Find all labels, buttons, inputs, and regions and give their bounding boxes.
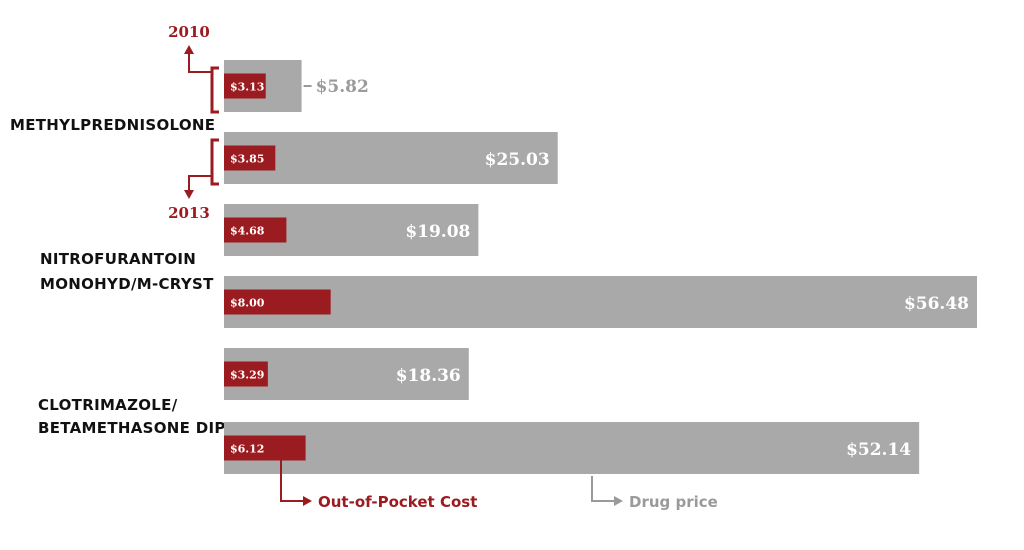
out-of-pocket-label: $3.29: [230, 369, 264, 382]
legend-drug-price: Drug price: [629, 493, 718, 511]
out-of-pocket-bar: [224, 361, 268, 387]
out-of-pocket-bar: [224, 73, 266, 99]
legend-price-connector: [591, 476, 615, 502]
year-label-2013: 2013: [168, 204, 210, 222]
bracket-2013: [210, 138, 219, 186]
legend-out-of-pocket: Out-of-Pocket Cost: [318, 493, 477, 511]
out-of-pocket-bar: [224, 435, 306, 461]
drug-label: NITROFURANTOIN: [40, 250, 196, 268]
drug-price-label: $18.36: [396, 366, 461, 386]
arrow-line-2010: [188, 52, 212, 73]
drug-price-bar: [224, 422, 920, 474]
out-of-pocket-label: $8.00: [230, 297, 265, 310]
arrow-down-icon: [184, 190, 194, 199]
out-of-pocket-label: $6.12: [230, 443, 264, 456]
drug-price-label: $25.03: [485, 150, 550, 170]
out-of-pocket-label: $3.13: [230, 81, 264, 94]
drug-price-label: $56.48: [904, 294, 969, 314]
drug-price-label: $5.82: [316, 77, 369, 97]
out-of-pocket-bar: [224, 289, 331, 315]
arrow-right-icon: [303, 496, 312, 506]
bracket-2010: [210, 66, 219, 114]
drug-price-label: $52.14: [846, 440, 911, 460]
out-of-pocket-label: $4.68: [230, 225, 265, 238]
arrow-up-icon: [184, 45, 194, 54]
drug-label: CLOTRIMAZOLE/: [38, 396, 178, 414]
drug-price-label: $19.08: [405, 222, 470, 242]
arrow-right-icon: [614, 496, 623, 506]
drug-label: METHYLPREDNISOLONE: [10, 116, 215, 134]
drug-price-bar: [224, 132, 558, 184]
drug-label: MONOHYD/M-CRYST: [40, 275, 214, 293]
out-of-pocket-bar: [224, 145, 276, 171]
legend-oop-connector: [280, 460, 304, 502]
arrow-line-2013: [188, 175, 212, 192]
drug-label: BETAMETHASONE DIP: [38, 419, 226, 437]
year-label-2010: 2010: [168, 23, 210, 41]
out-of-pocket-bar: [224, 217, 287, 243]
drug-price-bar: [224, 276, 977, 328]
out-of-pocket-label: $3.85: [230, 153, 264, 166]
